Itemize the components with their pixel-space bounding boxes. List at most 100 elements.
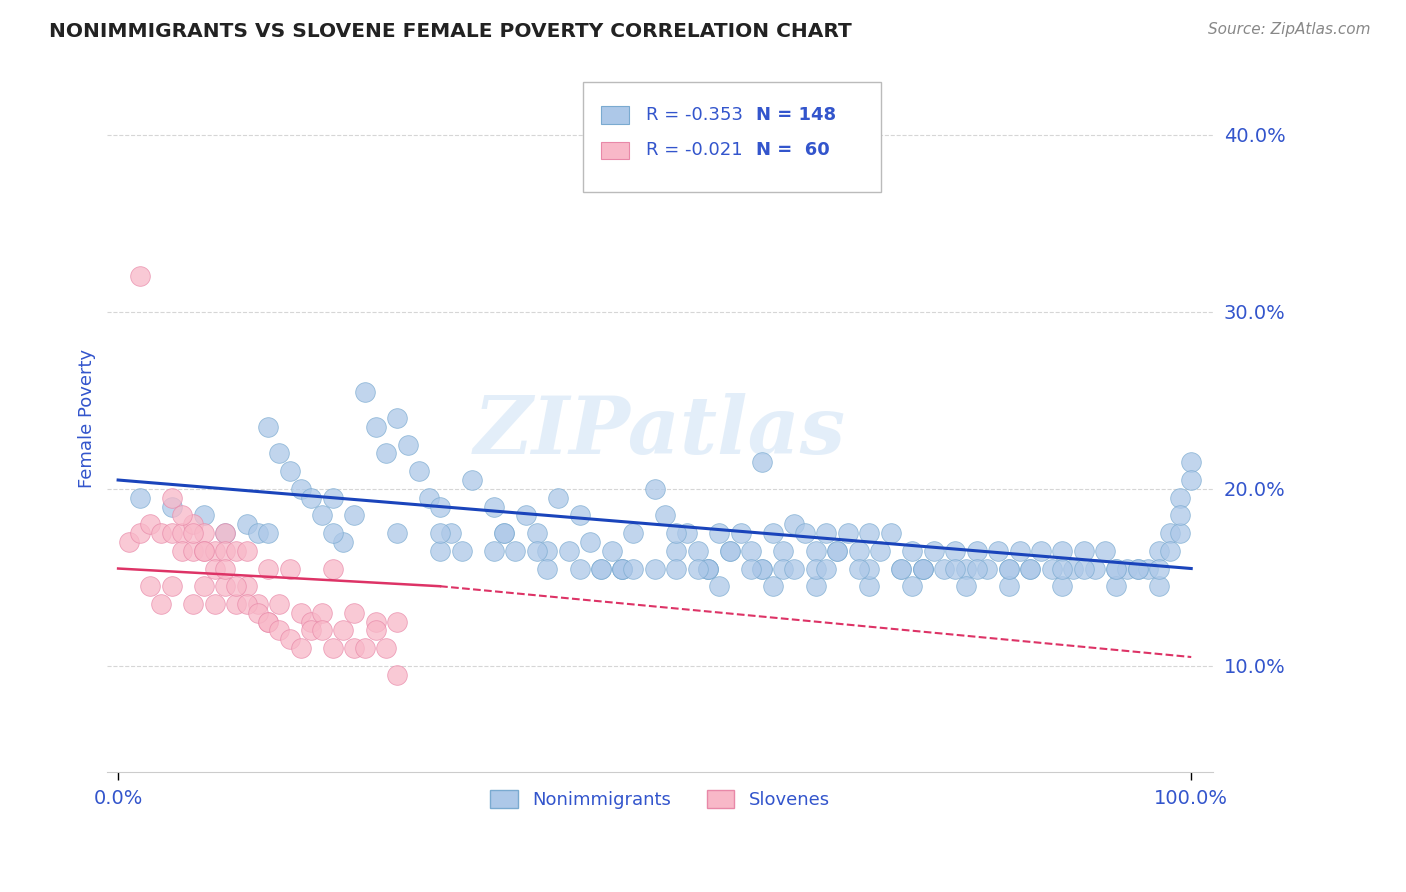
Point — [204, 561, 226, 575]
Point — [526, 526, 548, 541]
FancyBboxPatch shape — [602, 106, 628, 124]
Point — [343, 508, 366, 523]
Point — [150, 526, 173, 541]
Point — [568, 561, 591, 575]
Point — [901, 579, 924, 593]
Point — [911, 561, 934, 575]
Point — [751, 561, 773, 575]
Point — [676, 526, 699, 541]
Point — [257, 420, 280, 434]
Point — [987, 544, 1010, 558]
Point — [429, 526, 451, 541]
Text: N = 148: N = 148 — [756, 106, 837, 124]
Point — [1170, 508, 1192, 523]
Point — [214, 561, 236, 575]
Point — [246, 606, 269, 620]
Point — [482, 500, 505, 514]
Point — [375, 446, 398, 460]
Point — [322, 526, 344, 541]
Point — [214, 579, 236, 593]
Point — [804, 579, 827, 593]
Point — [246, 526, 269, 541]
Point — [246, 597, 269, 611]
Point — [911, 561, 934, 575]
Point — [665, 526, 688, 541]
Point — [976, 561, 998, 575]
Point — [1019, 561, 1042, 575]
Point — [225, 597, 247, 611]
Point — [193, 579, 215, 593]
Point — [589, 561, 612, 575]
Point — [718, 544, 741, 558]
Point — [290, 641, 312, 656]
Point — [1105, 561, 1128, 575]
Point — [890, 561, 912, 575]
Point — [612, 561, 634, 575]
Point — [396, 437, 419, 451]
FancyBboxPatch shape — [582, 82, 882, 192]
Point — [1115, 561, 1137, 575]
Point — [1147, 561, 1170, 575]
Point — [762, 526, 785, 541]
Point — [482, 544, 505, 558]
Point — [494, 526, 516, 541]
Point — [429, 544, 451, 558]
Point — [804, 544, 827, 558]
Text: N =  60: N = 60 — [756, 142, 830, 160]
Point — [665, 544, 688, 558]
Point — [515, 508, 537, 523]
Point — [880, 526, 903, 541]
Point — [290, 482, 312, 496]
Point — [364, 615, 387, 629]
Point — [1073, 544, 1095, 558]
Point — [150, 597, 173, 611]
Point — [332, 535, 354, 549]
Point — [848, 544, 870, 558]
Point — [1105, 579, 1128, 593]
Point — [278, 464, 301, 478]
Point — [1170, 526, 1192, 541]
Point — [267, 624, 290, 638]
Point — [697, 561, 720, 575]
Point — [193, 526, 215, 541]
Point — [257, 615, 280, 629]
Point — [1094, 544, 1116, 558]
Point — [364, 420, 387, 434]
Point — [236, 544, 259, 558]
Point — [1180, 455, 1202, 469]
Point — [1029, 544, 1052, 558]
Point — [730, 526, 752, 541]
Point — [172, 544, 194, 558]
Point — [707, 526, 730, 541]
Point — [181, 597, 204, 611]
Point — [214, 526, 236, 541]
Point — [181, 544, 204, 558]
Point — [997, 561, 1019, 575]
Point — [1052, 579, 1074, 593]
Point — [966, 561, 988, 575]
Point — [612, 561, 634, 575]
Point — [547, 491, 569, 505]
Point — [311, 624, 333, 638]
Point — [1008, 544, 1031, 558]
Point — [955, 579, 977, 593]
Point — [837, 526, 859, 541]
FancyBboxPatch shape — [602, 142, 628, 160]
Point — [322, 491, 344, 505]
Point — [997, 579, 1019, 593]
Point — [783, 561, 806, 575]
Point — [1147, 544, 1170, 558]
Point — [536, 561, 558, 575]
Point — [322, 641, 344, 656]
Point — [375, 641, 398, 656]
Point — [354, 641, 377, 656]
Point — [718, 544, 741, 558]
Point — [172, 526, 194, 541]
Point — [236, 579, 259, 593]
Point — [911, 561, 934, 575]
Point — [600, 544, 623, 558]
Point — [385, 615, 408, 629]
Point — [236, 597, 259, 611]
Point — [160, 500, 183, 514]
Point — [654, 508, 676, 523]
